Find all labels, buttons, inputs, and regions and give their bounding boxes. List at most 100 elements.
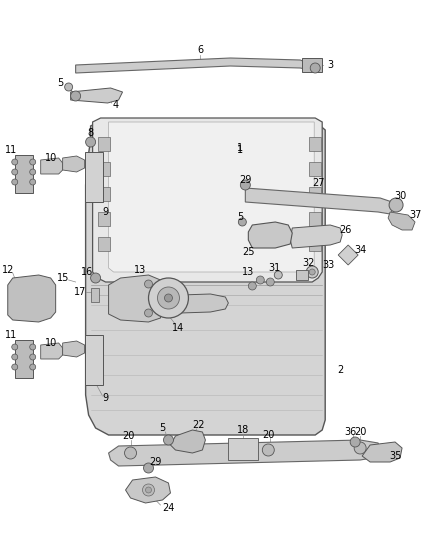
Circle shape (310, 63, 320, 73)
Circle shape (124, 447, 137, 459)
Text: 5: 5 (57, 78, 64, 88)
Text: 14: 14 (172, 323, 184, 333)
Text: 24: 24 (162, 503, 175, 513)
Circle shape (238, 218, 246, 226)
Bar (309, 237, 321, 251)
Polygon shape (338, 245, 358, 265)
Circle shape (12, 364, 18, 370)
Text: 30: 30 (394, 191, 406, 201)
Polygon shape (63, 341, 85, 357)
Bar (309, 212, 321, 226)
Circle shape (256, 276, 264, 284)
Circle shape (30, 344, 36, 350)
Text: 13: 13 (134, 265, 147, 275)
Text: 11: 11 (5, 330, 17, 340)
Polygon shape (8, 275, 56, 322)
Text: 37: 37 (409, 210, 421, 220)
Circle shape (354, 442, 366, 454)
Text: 12: 12 (2, 265, 14, 275)
Bar (309, 137, 321, 151)
Circle shape (165, 294, 173, 302)
Text: 29: 29 (149, 457, 162, 467)
Circle shape (145, 487, 152, 493)
Text: 35: 35 (389, 451, 401, 461)
Circle shape (30, 364, 36, 370)
Text: 2: 2 (337, 365, 343, 375)
Circle shape (144, 463, 153, 473)
Circle shape (91, 273, 101, 283)
Text: 9: 9 (102, 207, 109, 217)
Text: 4: 4 (113, 100, 119, 110)
Text: 27: 27 (312, 178, 325, 188)
Polygon shape (290, 225, 342, 248)
Circle shape (71, 91, 81, 101)
Text: 29: 29 (239, 175, 251, 185)
Text: 32: 32 (302, 258, 314, 268)
Circle shape (145, 309, 152, 317)
Bar (302, 58, 322, 72)
Text: 22: 22 (192, 420, 205, 430)
Circle shape (30, 159, 36, 165)
Bar (15, 340, 33, 378)
Circle shape (350, 437, 360, 447)
Circle shape (85, 137, 95, 147)
Text: 34: 34 (354, 245, 366, 255)
Text: 13: 13 (242, 267, 254, 277)
Circle shape (142, 484, 155, 496)
Polygon shape (76, 58, 310, 73)
Bar (228, 438, 258, 460)
Polygon shape (388, 212, 415, 230)
Text: 36: 36 (344, 427, 356, 437)
Bar (98, 212, 110, 226)
Circle shape (266, 278, 274, 286)
Polygon shape (169, 294, 228, 313)
Circle shape (262, 444, 274, 456)
Bar (98, 137, 110, 151)
Polygon shape (85, 122, 325, 435)
Circle shape (148, 278, 188, 318)
Circle shape (309, 269, 315, 275)
Text: 15: 15 (57, 273, 69, 283)
Circle shape (389, 198, 403, 212)
Polygon shape (92, 118, 322, 282)
Polygon shape (109, 440, 380, 466)
Circle shape (274, 271, 282, 279)
Polygon shape (362, 442, 402, 462)
Bar (85, 335, 102, 385)
Bar (85, 152, 102, 202)
Polygon shape (126, 477, 170, 503)
Text: 20: 20 (354, 427, 366, 437)
Text: 9: 9 (102, 393, 109, 403)
Text: 20: 20 (122, 431, 135, 441)
Circle shape (248, 282, 256, 290)
Text: 5: 5 (159, 423, 166, 433)
Polygon shape (245, 188, 394, 214)
Circle shape (30, 354, 36, 360)
Bar (98, 162, 110, 176)
Text: 5: 5 (237, 212, 244, 222)
Text: 6: 6 (198, 45, 204, 55)
Text: 10: 10 (45, 153, 57, 163)
Circle shape (12, 179, 18, 185)
Circle shape (145, 280, 152, 288)
Polygon shape (63, 156, 85, 172)
Circle shape (12, 159, 18, 165)
Circle shape (12, 354, 18, 360)
Polygon shape (170, 430, 205, 453)
Bar (98, 237, 110, 251)
Polygon shape (248, 222, 292, 248)
Text: 20: 20 (262, 430, 275, 440)
Circle shape (163, 435, 173, 445)
Text: 10: 10 (45, 338, 57, 348)
Polygon shape (41, 158, 63, 174)
Polygon shape (41, 343, 63, 359)
Bar (309, 162, 321, 176)
Bar (15, 155, 33, 193)
Bar (91, 288, 99, 302)
Text: 25: 25 (242, 247, 254, 257)
Polygon shape (109, 275, 160, 322)
Text: 8: 8 (88, 128, 94, 138)
Text: 1: 1 (237, 145, 244, 155)
Text: 16: 16 (81, 267, 93, 277)
Polygon shape (71, 88, 123, 103)
